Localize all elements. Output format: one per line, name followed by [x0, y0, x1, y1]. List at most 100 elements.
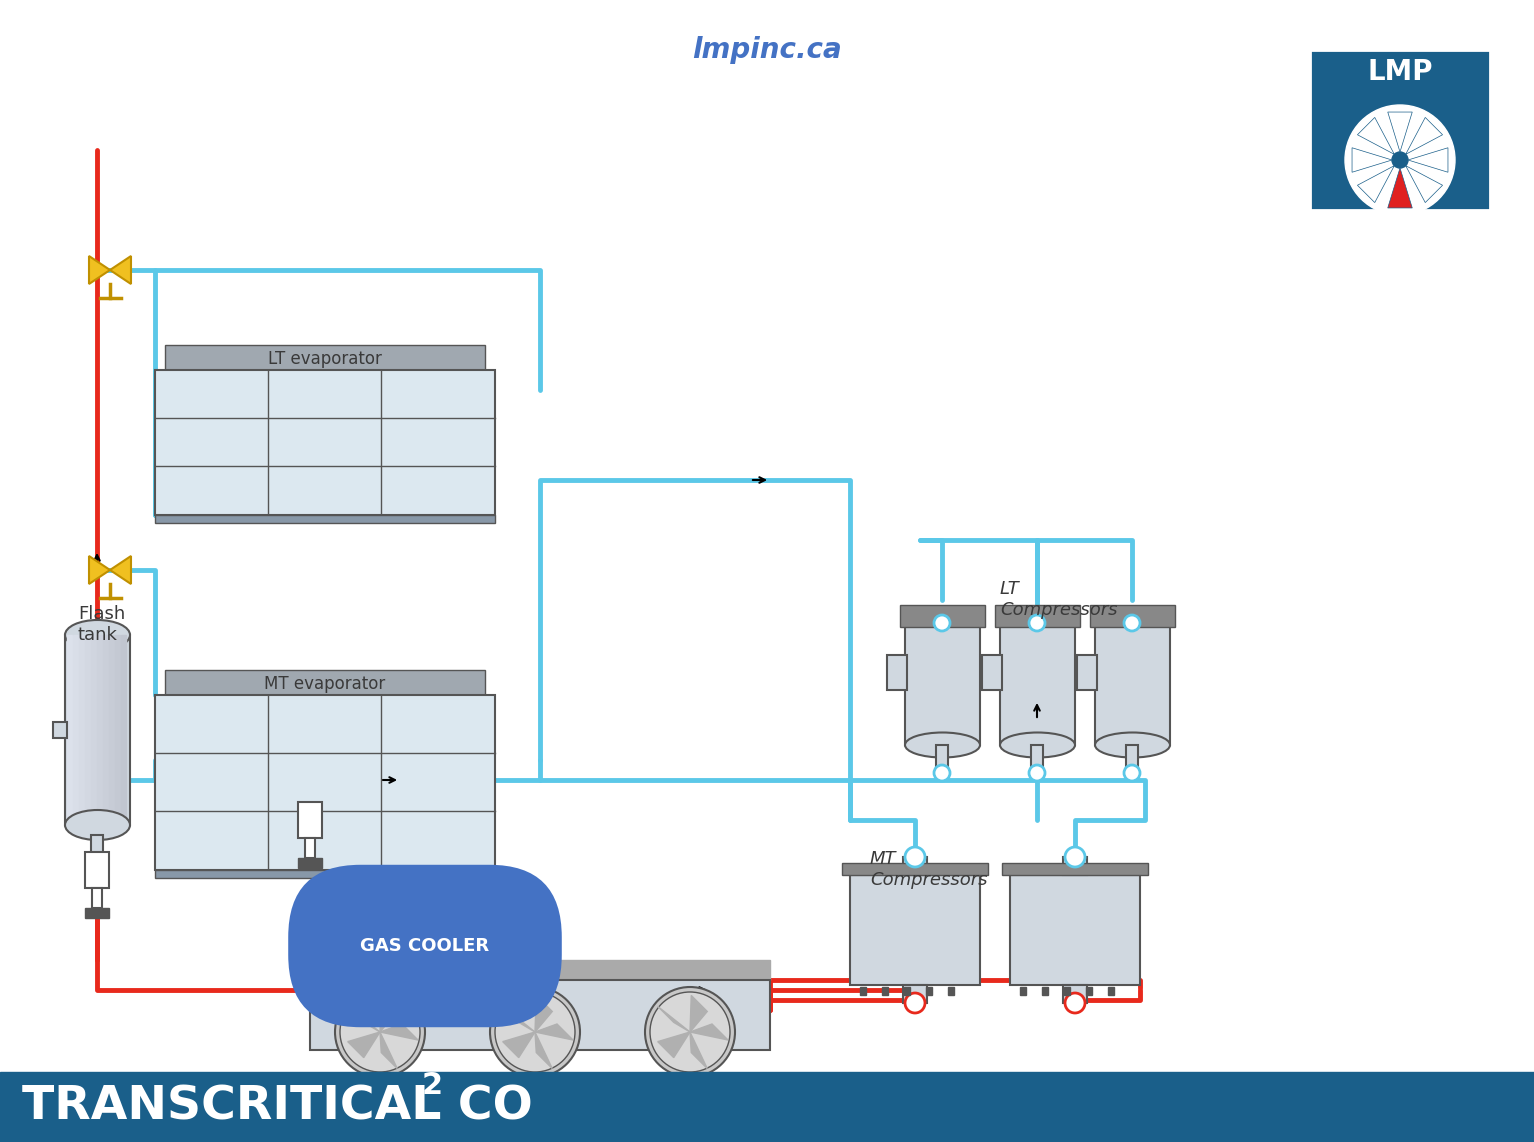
Bar	[97, 635, 101, 825]
Circle shape	[495, 992, 575, 1072]
Polygon shape	[1358, 118, 1394, 154]
Bar	[1009, 875, 1140, 986]
Circle shape	[905, 847, 925, 867]
Bar	[861, 987, 867, 995]
Bar	[155, 870, 495, 878]
Bar	[109, 635, 114, 825]
Text: Flash
tank: Flash tank	[78, 605, 126, 644]
Bar	[936, 745, 948, 770]
Bar	[1065, 987, 1071, 995]
Bar	[155, 370, 495, 515]
Bar	[1020, 987, 1026, 995]
Bar	[84, 852, 109, 888]
Polygon shape	[1358, 166, 1394, 202]
Polygon shape	[503, 1032, 535, 1057]
Bar	[1002, 863, 1147, 875]
Circle shape	[644, 987, 735, 1077]
Bar	[67, 635, 72, 825]
Bar	[905, 625, 980, 745]
Polygon shape	[658, 1032, 690, 1057]
Bar	[166, 345, 485, 370]
Bar	[54, 722, 67, 738]
Polygon shape	[503, 1006, 535, 1032]
Circle shape	[1065, 994, 1085, 1013]
Bar	[103, 635, 107, 825]
Circle shape	[1065, 847, 1085, 867]
Bar	[904, 856, 927, 875]
Text: MT evaporator: MT evaporator	[264, 675, 385, 693]
Circle shape	[650, 992, 730, 1072]
Bar	[1077, 656, 1097, 690]
Polygon shape	[1351, 147, 1391, 172]
Bar	[305, 838, 314, 858]
Bar	[310, 960, 770, 980]
Text: GAS COOLER: GAS COOLER	[344, 931, 472, 949]
Bar	[842, 863, 988, 875]
Circle shape	[489, 987, 580, 1077]
Polygon shape	[380, 1032, 397, 1069]
Bar	[298, 858, 322, 868]
Bar	[92, 888, 101, 908]
Polygon shape	[690, 1024, 729, 1040]
Ellipse shape	[64, 620, 130, 650]
Bar	[115, 635, 120, 825]
Circle shape	[1029, 765, 1045, 781]
Polygon shape	[1408, 147, 1448, 172]
Polygon shape	[1405, 118, 1442, 154]
Circle shape	[934, 616, 950, 632]
Polygon shape	[1388, 168, 1413, 208]
Polygon shape	[380, 1024, 417, 1040]
Text: LT
Compressors: LT Compressors	[1000, 580, 1117, 619]
Bar	[91, 835, 103, 855]
Bar	[887, 656, 907, 690]
Circle shape	[1124, 765, 1140, 781]
Text: LT evaporator: LT evaporator	[268, 349, 382, 368]
Bar	[64, 635, 130, 825]
Circle shape	[334, 987, 425, 1077]
Text: MT
Compressors: MT Compressors	[870, 850, 988, 888]
Bar	[121, 635, 126, 825]
Circle shape	[341, 992, 420, 1072]
Bar	[1063, 856, 1088, 875]
Polygon shape	[690, 996, 707, 1032]
Bar	[904, 987, 910, 995]
Bar	[1042, 987, 1048, 995]
Bar	[91, 635, 97, 825]
Bar	[166, 670, 485, 695]
Polygon shape	[535, 1024, 574, 1040]
Bar	[904, 986, 927, 1003]
Bar	[1126, 745, 1138, 770]
Polygon shape	[535, 1032, 552, 1069]
Polygon shape	[89, 256, 110, 284]
Bar	[310, 980, 770, 1049]
Polygon shape	[658, 1006, 690, 1032]
Ellipse shape	[1095, 732, 1170, 757]
Bar	[982, 656, 1002, 690]
Bar	[1091, 605, 1175, 627]
Bar	[1063, 986, 1088, 1003]
Bar	[1095, 625, 1170, 745]
Bar	[1086, 987, 1092, 995]
Polygon shape	[1388, 112, 1413, 152]
Polygon shape	[89, 556, 110, 584]
Polygon shape	[535, 996, 552, 1032]
Bar	[78, 635, 84, 825]
Circle shape	[934, 765, 950, 781]
Polygon shape	[1405, 166, 1442, 202]
Bar	[74, 635, 78, 825]
Text: GAS COOLER: GAS COOLER	[360, 936, 489, 955]
Bar	[900, 605, 985, 627]
Bar	[155, 695, 495, 870]
Bar	[927, 987, 933, 995]
Circle shape	[1391, 152, 1408, 168]
Bar	[1310, 50, 1490, 210]
Polygon shape	[110, 556, 130, 584]
Circle shape	[905, 994, 925, 1013]
Ellipse shape	[905, 732, 980, 757]
Text: TRANSCRITICAL CO: TRANSCRITICAL CO	[21, 1085, 532, 1129]
Bar	[0, 1072, 1534, 1142]
Bar	[84, 635, 91, 825]
Text: LMP: LMP	[1367, 58, 1433, 86]
Bar	[84, 908, 109, 918]
Bar	[850, 875, 980, 986]
